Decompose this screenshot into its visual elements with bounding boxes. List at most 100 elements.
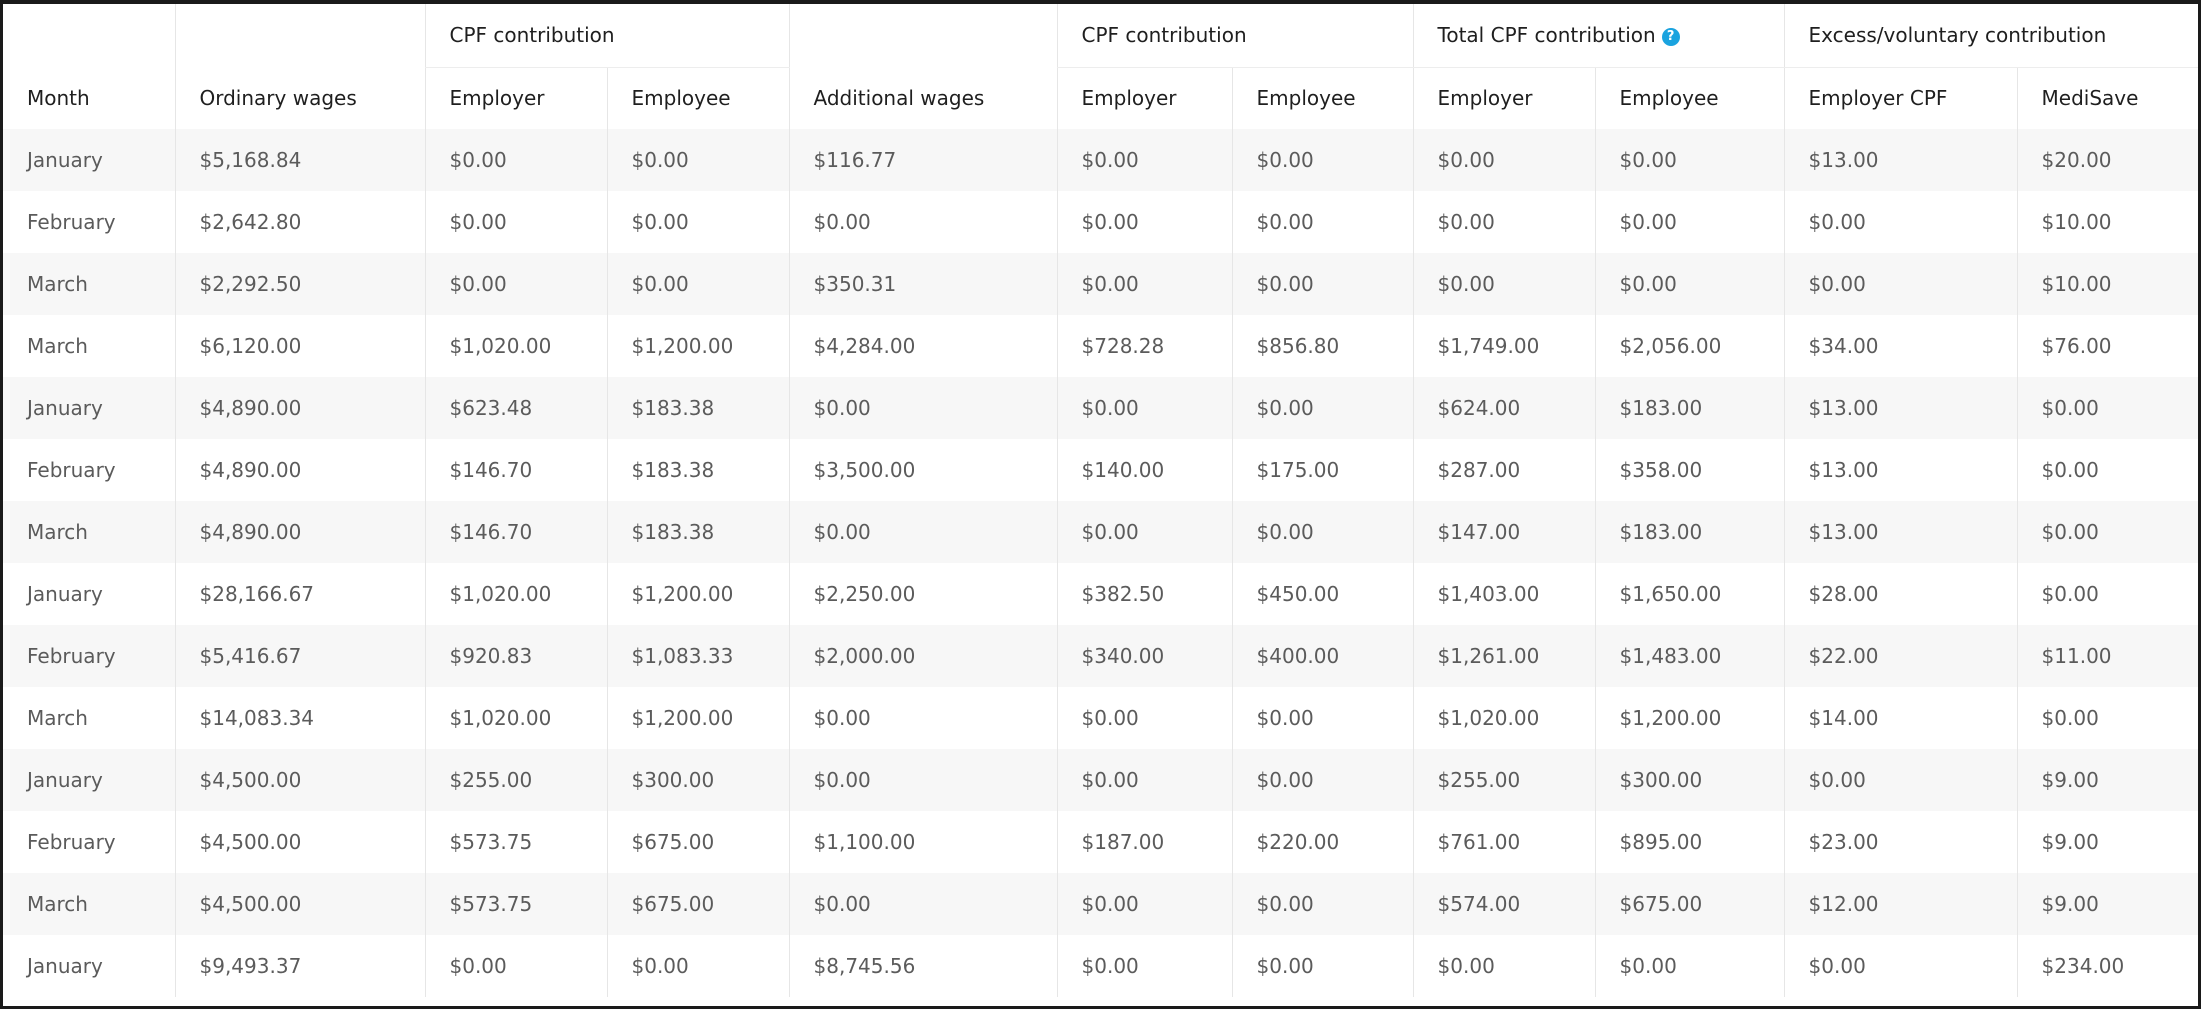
- cell-excess-employer-cpf: $22.00: [1783, 625, 2018, 687]
- header-excess-medisave: MediSave: [2016, 66, 2198, 129]
- cell-total-employee: $1,650.00: [1594, 563, 1785, 625]
- cell-ordinary-wages: $4,890.00: [174, 377, 425, 439]
- cell-excess-medisave: $234.00: [2016, 935, 2198, 997]
- cell-ow-employee: $183.38: [606, 439, 790, 501]
- cpf-contribution-table: CPF contribution CPF contribution Total …: [3, 4, 2198, 997]
- cell-excess-employer-cpf: $0.00: [1783, 253, 2018, 315]
- cell-total-employer: $287.00: [1412, 439, 1596, 501]
- header-additional-wages: Additional wages: [788, 67, 1058, 129]
- cell-total-employer: $624.00: [1412, 377, 1596, 439]
- cell-ow-employer: $1,020.00: [424, 315, 607, 377]
- table-row: January $28,166.67 $1,020.00 $1,200.00 $2,25…: [3, 563, 2198, 625]
- cell-aw-employer: $0.00: [1056, 253, 1233, 315]
- cell-aw-employee: $0.00: [1231, 687, 1414, 749]
- cell-month: March: [3, 253, 175, 315]
- cell-ordinary-wages: $9,493.37: [174, 935, 425, 997]
- cell-ow-employer: $573.75: [424, 811, 607, 873]
- cell-excess-medisave: $76.00: [2016, 315, 2198, 377]
- cell-ow-employer: $0.00: [424, 191, 607, 253]
- cell-additional-wages: $2,250.00: [788, 563, 1058, 625]
- cell-month: January: [3, 377, 175, 439]
- cell-month: February: [3, 191, 175, 253]
- cell-excess-employer-cpf: $0.00: [1783, 749, 2018, 811]
- cell-excess-employer-cpf: $0.00: [1783, 935, 2018, 997]
- header-ordinary-wages: Ordinary wages: [174, 67, 425, 129]
- cell-total-employee: $358.00: [1594, 439, 1785, 501]
- cell-total-employer: $1,749.00: [1412, 315, 1596, 377]
- cell-ow-employee: $675.00: [606, 873, 790, 935]
- table-row: March $6,120.00 $1,020.00 $1,200.00 $4,284.0…: [3, 315, 2198, 377]
- cell-total-employee: $675.00: [1594, 873, 1785, 935]
- cell-total-employee: $1,483.00: [1594, 625, 1785, 687]
- cell-month: February: [3, 625, 175, 687]
- cell-ordinary-wages: $28,166.67: [174, 563, 425, 625]
- cell-total-employee: $0.00: [1594, 129, 1785, 191]
- cell-total-employer: $1,020.00: [1412, 687, 1596, 749]
- cell-total-employer: $761.00: [1412, 811, 1596, 873]
- cell-excess-medisave: $11.00: [2016, 625, 2198, 687]
- cell-ordinary-wages: $5,168.84: [174, 129, 425, 191]
- cell-total-employer: $255.00: [1412, 749, 1596, 811]
- table-row: January $9,493.37 $0.00 $0.00 $8,745.56 $0.00…: [3, 935, 2198, 997]
- cell-excess-medisave: $0.00: [2016, 563, 2198, 625]
- cell-excess-medisave: $0.00: [2016, 687, 2198, 749]
- cell-ow-employee: $1,200.00: [606, 315, 790, 377]
- header-column-row: Month Ordinary wages Employer Employee A…: [3, 66, 2198, 129]
- cell-aw-employee: $220.00: [1231, 811, 1414, 873]
- cell-month: February: [3, 811, 175, 873]
- cell-ow-employer: $0.00: [424, 129, 607, 191]
- cell-ordinary-wages: $4,500.00: [174, 873, 425, 935]
- header-group-excess-voluntary: Excess/voluntary contribution: [1783, 4, 2198, 68]
- header-aw-employer: Employer: [1056, 66, 1233, 129]
- cell-excess-employer-cpf: $34.00: [1783, 315, 2018, 377]
- header-month: Month: [3, 67, 175, 129]
- cell-month: January: [3, 749, 175, 811]
- cell-additional-wages: $0.00: [788, 377, 1058, 439]
- cell-additional-wages: $2,000.00: [788, 625, 1058, 687]
- header-excess-employer-cpf: Employer CPF: [1783, 66, 2018, 129]
- cell-aw-employer: $0.00: [1056, 501, 1233, 563]
- cell-additional-wages: $0.00: [788, 873, 1058, 935]
- cell-excess-medisave: $0.00: [2016, 377, 2198, 439]
- header-ow-employee: Employee: [606, 66, 790, 129]
- cell-additional-wages: $8,745.56: [788, 935, 1058, 997]
- cell-excess-employer-cpf: $23.00: [1783, 811, 2018, 873]
- cell-aw-employee: $0.00: [1231, 377, 1414, 439]
- cell-total-employee: $183.00: [1594, 501, 1785, 563]
- cell-ow-employee: $0.00: [606, 935, 790, 997]
- cell-additional-wages: $0.00: [788, 749, 1058, 811]
- cell-total-employee: $895.00: [1594, 811, 1785, 873]
- cell-excess-medisave: $9.00: [2016, 749, 2198, 811]
- cell-month: February: [3, 439, 175, 501]
- table-row: January $5,168.84 $0.00 $0.00 $116.77 $0.00 $0…: [3, 129, 2198, 191]
- cell-total-employee: $1,200.00: [1594, 687, 1785, 749]
- cell-ordinary-wages: $14,083.34: [174, 687, 425, 749]
- header-total-employer: Employer: [1412, 66, 1596, 129]
- cell-additional-wages: $0.00: [788, 191, 1058, 253]
- header-total-employee: Employee: [1594, 66, 1785, 129]
- cell-aw-employee: $0.00: [1231, 873, 1414, 935]
- cell-ow-employee: $1,083.33: [606, 625, 790, 687]
- cell-excess-medisave: $9.00: [2016, 811, 2198, 873]
- table-row: March $2,292.50 $0.00 $0.00 $350.31 $0.00 $0.0…: [3, 253, 2198, 315]
- cell-total-employee: $0.00: [1594, 253, 1785, 315]
- cell-aw-employee: $0.00: [1231, 253, 1414, 315]
- cell-aw-employer: $187.00: [1056, 811, 1233, 873]
- cell-ow-employer: $146.70: [424, 501, 607, 563]
- help-icon[interactable]: ?: [1661, 28, 1680, 47]
- cell-ordinary-wages: $4,890.00: [174, 501, 425, 563]
- cell-aw-employer: $0.00: [1056, 749, 1233, 811]
- header-blank-month: [3, 4, 175, 67]
- cell-additional-wages: $3,500.00: [788, 439, 1058, 501]
- cell-total-employee: $183.00: [1594, 377, 1785, 439]
- cell-ow-employer: $146.70: [424, 439, 607, 501]
- table-row: January $4,890.00 $623.48 $183.38 $0.00 $0.00…: [3, 377, 2198, 439]
- cell-ow-employee: $1,200.00: [606, 687, 790, 749]
- cell-additional-wages: $350.31: [788, 253, 1058, 315]
- cell-excess-employer-cpf: $13.00: [1783, 129, 2018, 191]
- table-row: March $14,083.34 $1,020.00 $1,200.00 $0.00 $0…: [3, 687, 2198, 749]
- cell-aw-employee: $0.00: [1231, 129, 1414, 191]
- cell-total-employer: $147.00: [1412, 501, 1596, 563]
- cell-ow-employer: $1,020.00: [424, 563, 607, 625]
